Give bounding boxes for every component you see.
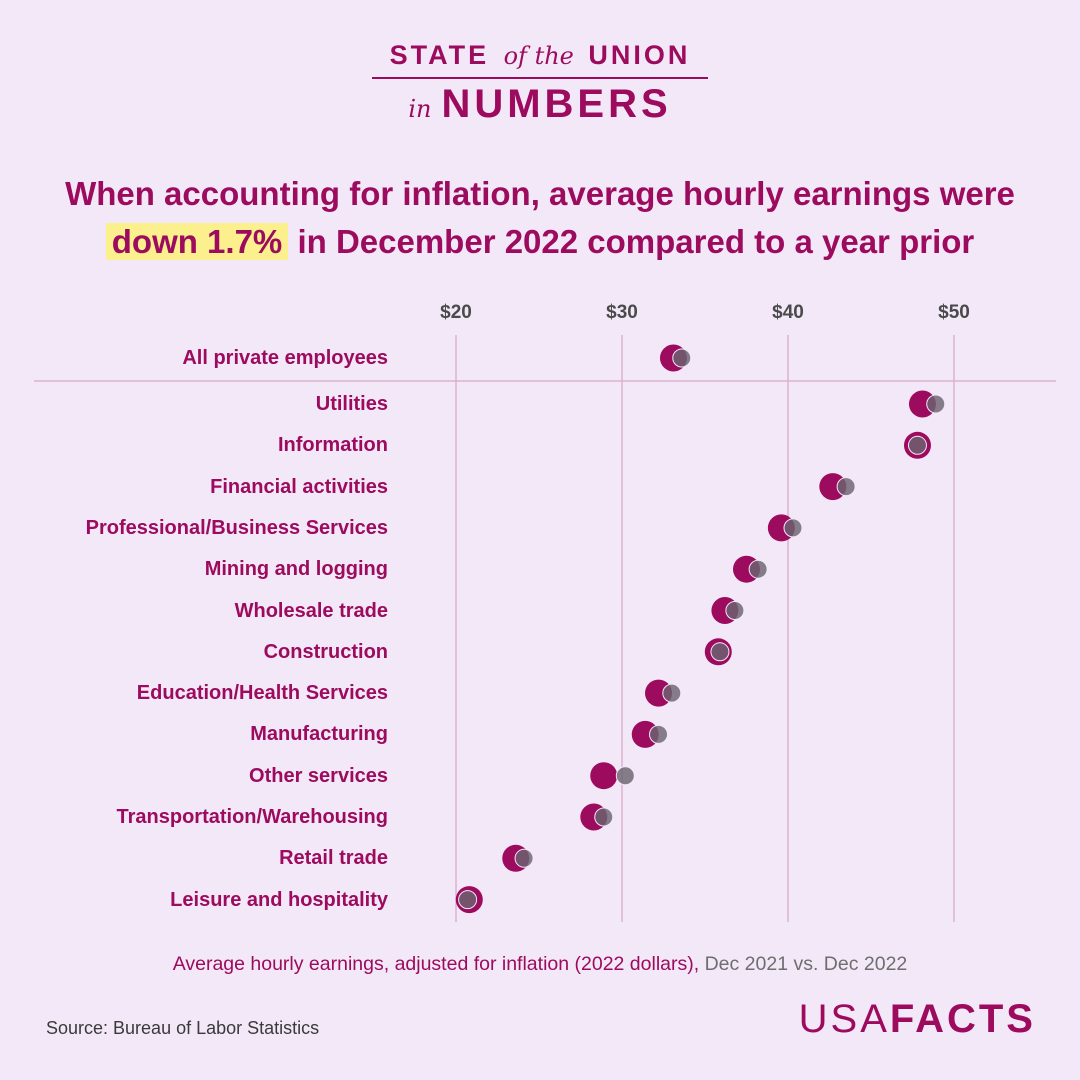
usafacts-logo: USAFACTS: [799, 997, 1036, 1042]
category-label: Other services: [249, 764, 388, 787]
x-tick-label: $40: [772, 302, 804, 323]
headline-highlight: down 1.7%: [105, 223, 289, 260]
dot-dec-2021: [594, 807, 614, 827]
dot-dec-2021: [649, 724, 669, 744]
x-tick-label: $50: [938, 302, 970, 323]
dot-dec-2021: [748, 559, 768, 579]
headline-before: When accounting for inflation, average h…: [65, 175, 1015, 212]
caption-main: Average hourly earnings, adjusted for in…: [172, 953, 700, 975]
category-label: Professional/Business Services: [85, 516, 388, 539]
logo-facts: FACTS: [889, 997, 1036, 1041]
dot-dec-2021: [836, 477, 856, 497]
dot-dec-2021: [514, 848, 534, 868]
category-label: Utilities: [315, 393, 388, 415]
brand-union: UNION: [588, 40, 691, 70]
headline-after: in December 2022 compared to a year prio…: [288, 223, 975, 260]
dot-dec-2021: [783, 518, 803, 538]
dot-dec-2021: [615, 766, 635, 786]
dot-dec-2021: [725, 601, 745, 620]
x-tick-label: $30: [606, 302, 638, 323]
dot-dec-2021: [907, 435, 927, 455]
source-note: Source: Bureau of Labor Statistics: [46, 1018, 320, 1038]
caption-compare: Dec 2021 vs. Dec 2022: [699, 953, 908, 975]
brand-title-top: STATE of the UNION: [0, 40, 1080, 71]
dot-dec-2021: [662, 683, 682, 703]
dot-dec-2021: [672, 348, 692, 368]
brand-of-the: of the: [503, 42, 574, 70]
logo-usa: USA: [798, 997, 890, 1041]
category-label: Information: [278, 434, 388, 457]
category-label: Transportation/Warehousing: [116, 806, 389, 828]
brand-title-bottom: in NUMBERS: [0, 82, 1080, 127]
brand-in: in: [408, 95, 432, 123]
category-label: Retail trade: [279, 847, 388, 870]
brand-divider: [372, 77, 708, 79]
category-label: Construction: [263, 640, 388, 663]
brand-numbers: NUMBERS: [441, 82, 672, 126]
category-label: Wholesale trade: [234, 599, 388, 622]
dot-dec-2021: [710, 642, 730, 662]
x-tick-label: $20: [440, 302, 472, 323]
category-label: Education/Health Services: [136, 682, 388, 705]
dot-dec-2021: [926, 394, 946, 414]
category-label: All private employees: [182, 347, 388, 369]
category-label: Leisure and hospitality: [170, 888, 388, 911]
category-label: Manufacturing: [250, 723, 388, 746]
dot-dec-2021: [458, 890, 478, 910]
headline: When accounting for inflation, average h…: [20, 170, 1060, 266]
category-label: Mining and logging: [204, 558, 388, 581]
chart-caption: Average hourly earnings, adjusted for in…: [0, 953, 1080, 976]
dot-dec-2022: [590, 762, 618, 790]
brand-state: STATE: [389, 40, 490, 70]
category-label: Financial activities: [210, 475, 388, 498]
